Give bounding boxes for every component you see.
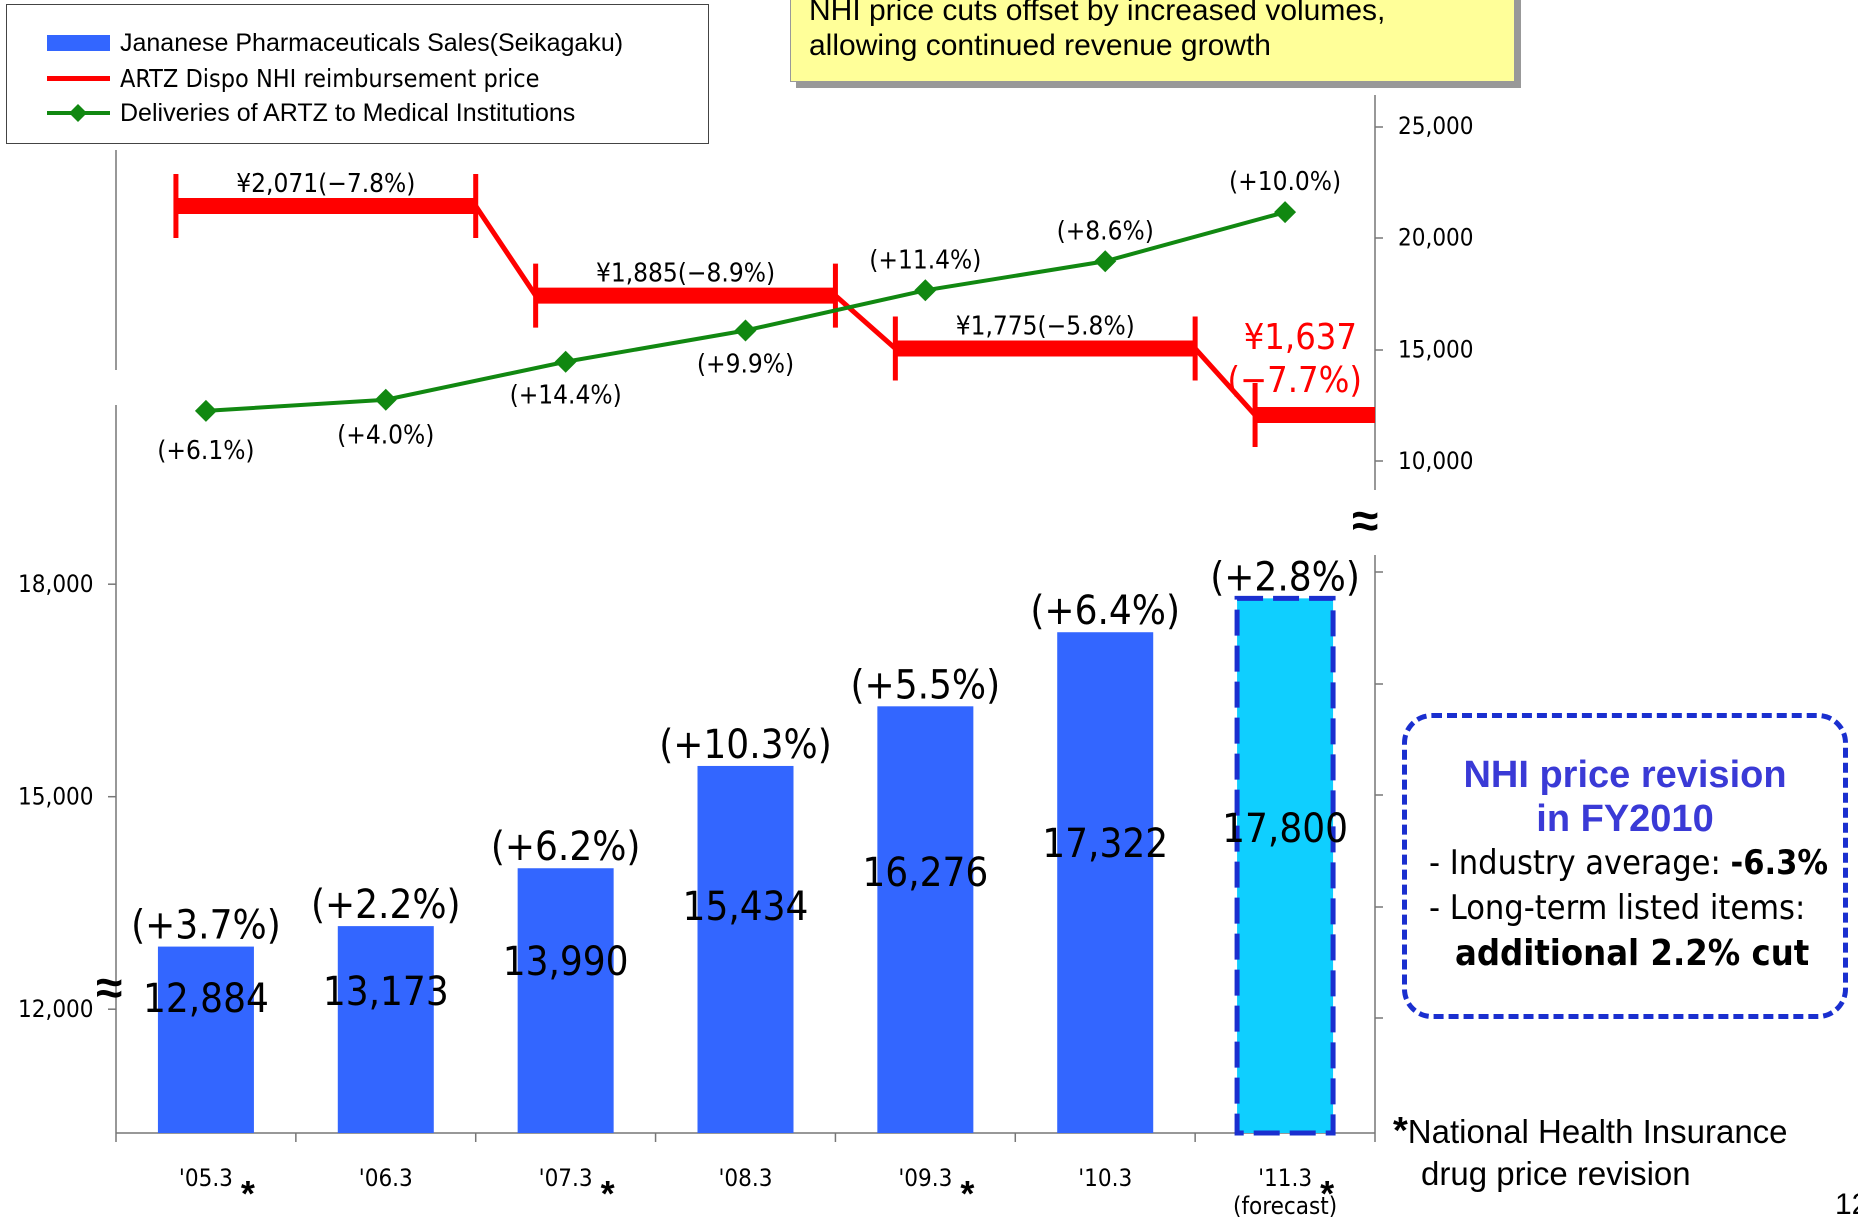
sales-growth-label: (+2.8%) [1210, 554, 1360, 600]
sales-bar-value-label: 13,173 [323, 969, 449, 1015]
sales-bar-value-label: 12,884 [143, 976, 269, 1022]
deliveries-point [194, 399, 217, 422]
deliveries-growth-label: (+14.4%) [510, 381, 622, 411]
legend-item-price: ARTZ Dispo NHI reimbursement price [47, 61, 539, 95]
sales-bar-value-label: 16,276 [862, 850, 988, 896]
right-axis-break-symbol: ≈ [1352, 495, 1378, 548]
sales-bar-value-label: 15,434 [683, 884, 809, 930]
right-axis-tick-label: 25,000 [1398, 112, 1474, 140]
sales-growth-label: (+2.2%) [311, 882, 461, 928]
left-axis-break-symbol: ≈ [96, 962, 122, 1015]
legend-label-sales: Jananese Pharmaceuticals Sales(Seikagaku… [120, 28, 624, 57]
deliveries-point [1094, 250, 1117, 273]
deliveries-growth-label: (+8.6%) [1057, 216, 1154, 246]
deliveries-growth-label: (+11.4%) [869, 245, 981, 275]
nhi-industry-value: -6.3% [1730, 843, 1829, 883]
nhi-additional-cut: additional 2.2% cut [1455, 933, 1810, 974]
sales-growth-label: (+6.4%) [1030, 588, 1180, 634]
x-axis-category-label: '10.3 [1078, 1164, 1132, 1192]
sales-growth-label: (+3.7%) [131, 903, 281, 949]
sales-bar [517, 868, 614, 1133]
deliveries-point [374, 388, 397, 411]
footnote-text-1: National Health Insurance [1407, 1113, 1788, 1150]
deliveries-growth-label: (+4.0%) [337, 421, 434, 451]
x-axis-category-label: '09.3 [898, 1164, 952, 1192]
legend-swatch-price [47, 75, 110, 81]
footnote-marker: * [1393, 1110, 1408, 1152]
deliveries-point [1274, 201, 1297, 224]
legend-item-deliveries: Deliveries of ARTZ to Medical Institutio… [47, 96, 575, 130]
deliveries-point [554, 350, 577, 373]
price-segment-label: ¥2,071(−7.8%) [236, 169, 415, 199]
nhi-box-title: NHI price revision in FY2010 [1407, 753, 1843, 841]
footnote: *National Health Insurance drug price re… [1393, 1110, 1788, 1195]
x-axis-category-label: '08.3 [719, 1164, 773, 1192]
legend-swatch-deliveries [47, 104, 110, 122]
price-segment-label: ¥1,775(−5.8%) [956, 312, 1135, 342]
sales-bar [877, 706, 974, 1133]
sales-bar-value-label: 13,990 [503, 939, 629, 985]
nhi-revision-marker: * [241, 1173, 255, 1214]
price-last-label-line-2: (−7.7%) [1227, 360, 1362, 401]
nhi-industry-prefix: - Industry average: [1429, 843, 1731, 883]
x-axis-category-label: '06.3 [359, 1164, 413, 1192]
deliveries-growth-label: (+6.1%) [157, 436, 254, 466]
callout-line-1: NHI price cuts offset by increased volum… [809, 0, 1386, 27]
price-segment-label: ¥1,885(−8.9%) [596, 259, 775, 289]
sales-bar [697, 765, 794, 1133]
sales-bar [157, 946, 254, 1133]
sales-growth-label: (+5.5%) [851, 662, 1001, 708]
deliveries-point [734, 319, 757, 342]
x-axis-category-note: (forecast) [1233, 1192, 1337, 1219]
x-axis-category-label: '05.3 [179, 1164, 233, 1192]
right-axis-tick-label: 15,000 [1398, 335, 1474, 363]
chart-legend: Jananese Pharmaceuticals Sales(Seikagaku… [6, 4, 709, 144]
sales-bars [157, 595, 1336, 1136]
sales-bar-value-label: 17,322 [1042, 821, 1168, 867]
legend-item-sales: Jananese Pharmaceuticals Sales(Seikagaku… [47, 26, 623, 60]
nhi-box-title-line-2: in FY2010 [1536, 798, 1714, 840]
left-axis-tick-label: 18,000 [18, 570, 94, 598]
deliveries-point [914, 279, 937, 302]
right-axis-tick-label: 10,000 [1398, 447, 1474, 475]
nhi-industry-average: - Industry average: -6.3% [1429, 843, 1828, 883]
x-axis-category-label: '07.3 [539, 1164, 593, 1192]
nhi-revision-marker: * [601, 1173, 615, 1214]
sales-bar [1057, 632, 1154, 1133]
chart-labels: 12,000 15,000 18,000 10,000 15,000 20,000 25,0… [18, 112, 1474, 1219]
sales-growth-label: (+10.3%) [659, 722, 832, 768]
legend-swatch-sales [47, 35, 110, 51]
callout-line-2: allowing continued revenue growth [809, 29, 1271, 62]
nhi-revision-marker: * [1320, 1173, 1334, 1214]
page-number: 12 [1835, 1188, 1858, 1221]
nhi-revision-marker: * [960, 1173, 974, 1214]
price-last-label-line-1: ¥1,637 [1244, 317, 1357, 358]
x-axis-category-label: '11.3 [1258, 1164, 1312, 1192]
left-axis-tick-label: 15,000 [18, 783, 94, 811]
deliveries-growth-label: (+9.9%) [697, 349, 794, 379]
footnote-line-2: drug price revision [1421, 1155, 1691, 1192]
nhi-longterm-line: - Long-term listed items: [1429, 888, 1806, 928]
deliveries-growth-label: (+10.0%) [1229, 167, 1341, 197]
deliveries-line [194, 201, 1297, 422]
sales-growth-label: (+6.2%) [491, 824, 641, 870]
nhi-box-title-line-1: NHI price revision [1463, 754, 1787, 796]
footnote-line-1: *National Health Insurance [1393, 1110, 1788, 1153]
nhi-revision-box: NHI price revision in FY2010 - Industry … [1402, 713, 1848, 1019]
legend-label-deliveries: Deliveries of ARTZ to Medical Institutio… [120, 98, 576, 127]
price-step-line [173, 174, 1375, 447]
sales-bar [337, 926, 434, 1133]
price-connector [175, 203, 1375, 418]
legend-label-price: ARTZ Dispo NHI reimbursement price [120, 63, 540, 93]
sales-bar-value-label: 17,800 [1222, 806, 1348, 852]
sales-bar [1234, 595, 1336, 1136]
right-axis-tick-label: 20,000 [1398, 224, 1474, 252]
callout-box: NHI price cuts offset by increased volum… [790, 0, 1515, 82]
left-axis-tick-label: 12,000 [18, 995, 94, 1023]
